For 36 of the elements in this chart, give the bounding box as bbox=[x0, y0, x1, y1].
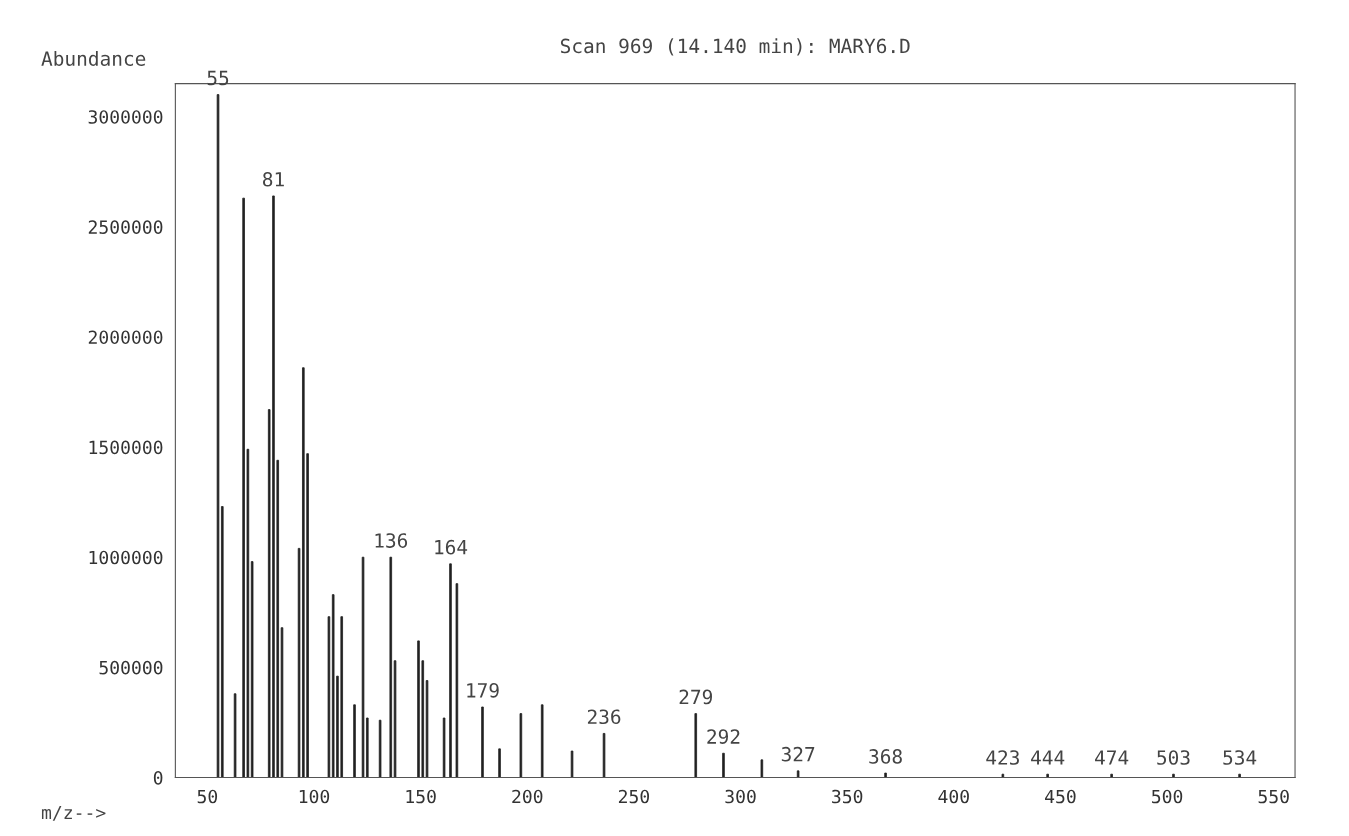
x-tick-label: 500 bbox=[1152, 789, 1183, 804]
y-tick-label: 2500000 bbox=[88, 220, 163, 234]
annotation: 236 bbox=[587, 709, 621, 725]
y-axis-title: Abundance bbox=[41, 50, 146, 66]
annotation: 81 bbox=[263, 171, 284, 187]
y-tick-label: 1000000 bbox=[89, 550, 163, 565]
x-tick-label: 100 bbox=[299, 789, 330, 804]
x-tick-label: 450 bbox=[1045, 789, 1076, 804]
x-tick-label: 550 bbox=[1258, 789, 1289, 804]
x-axis-title: m/z--> bbox=[41, 805, 106, 821]
x-tick-label: 350 bbox=[832, 789, 863, 804]
y-tick-label: 0 bbox=[153, 770, 163, 785]
x-tick-label: 300 bbox=[725, 789, 756, 804]
chart-title: Scan 969 (14.140 min): MARY6.D bbox=[560, 38, 910, 56]
y-tick-label: 3000000 bbox=[88, 110, 163, 124]
annotation: 55 bbox=[207, 70, 229, 86]
annotation: 279 bbox=[679, 689, 712, 705]
x-tick-label: 50 bbox=[197, 789, 218, 804]
y-tick-label: 500000 bbox=[99, 660, 163, 675]
x-tick-label: 200 bbox=[512, 789, 543, 804]
annotation: 136 bbox=[375, 533, 408, 548]
annotation: 292 bbox=[707, 729, 740, 744]
annotation: 368 bbox=[869, 749, 902, 764]
y-tick-label: 1500000 bbox=[89, 440, 163, 455]
annotation: 179 bbox=[467, 682, 499, 698]
annotation: 327 bbox=[781, 746, 815, 762]
annotation: 164 bbox=[435, 539, 468, 555]
annotation: 423 bbox=[986, 750, 1019, 765]
x-tick-label: 400 bbox=[938, 789, 969, 804]
x-tick-label: 250 bbox=[618, 789, 650, 804]
annotation: 534 bbox=[1223, 750, 1257, 765]
annotation: 444 bbox=[1031, 750, 1065, 765]
y-tick-label: 2000000 bbox=[88, 330, 163, 345]
x-tick-label: 150 bbox=[406, 789, 436, 804]
annotation: 503 bbox=[1157, 750, 1190, 765]
annotation: 474 bbox=[1095, 750, 1129, 765]
